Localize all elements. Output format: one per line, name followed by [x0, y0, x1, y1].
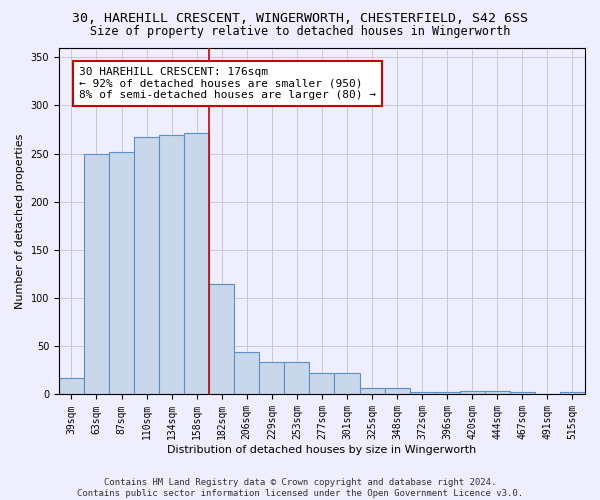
Bar	[560, 392, 585, 394]
Bar	[259, 362, 284, 394]
Bar	[59, 378, 84, 394]
Bar	[310, 374, 334, 394]
Y-axis label: Number of detached properties: Number of detached properties	[15, 134, 25, 308]
Bar	[234, 352, 259, 395]
Bar	[434, 392, 460, 394]
Text: 30, HAREHILL CRESCENT, WINGERWORTH, CHESTERFIELD, S42 6SS: 30, HAREHILL CRESCENT, WINGERWORTH, CHES…	[72, 12, 528, 26]
Bar	[184, 134, 209, 394]
X-axis label: Distribution of detached houses by size in Wingerworth: Distribution of detached houses by size …	[167, 445, 476, 455]
Bar	[485, 390, 510, 394]
Bar	[359, 388, 385, 394]
Bar	[385, 388, 410, 394]
Bar	[109, 152, 134, 394]
Bar	[84, 154, 109, 394]
Bar	[159, 135, 184, 394]
Bar	[134, 137, 159, 394]
Text: Contains HM Land Registry data © Crown copyright and database right 2024.
Contai: Contains HM Land Registry data © Crown c…	[77, 478, 523, 498]
Text: 30 HAREHILL CRESCENT: 176sqm
← 92% of detached houses are smaller (950)
8% of se: 30 HAREHILL CRESCENT: 176sqm ← 92% of de…	[79, 67, 376, 100]
Bar	[284, 362, 310, 394]
Bar	[460, 390, 485, 394]
Bar	[209, 284, 234, 395]
Bar	[334, 374, 359, 394]
Bar	[410, 392, 434, 394]
Text: Size of property relative to detached houses in Wingerworth: Size of property relative to detached ho…	[90, 25, 510, 38]
Bar	[510, 392, 535, 394]
